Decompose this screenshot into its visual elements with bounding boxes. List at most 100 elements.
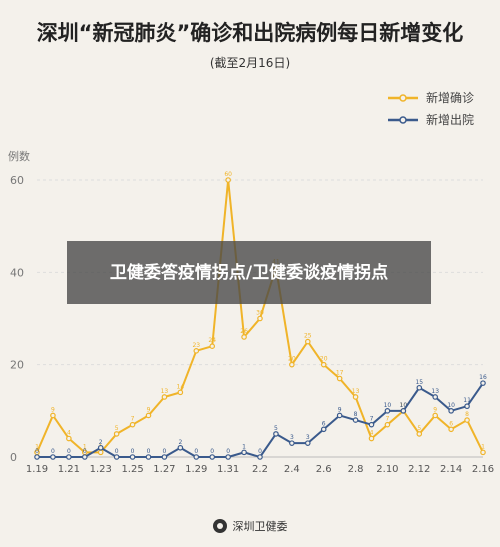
- x-tick-label: 1.27: [153, 464, 175, 475]
- series-group: 1941157913142324602630412025201713471059…: [34, 171, 487, 460]
- data-point: [464, 417, 470, 423]
- data-label: 0: [163, 448, 167, 455]
- data-point: [66, 435, 72, 442]
- data-point: [448, 408, 454, 414]
- data-label: 20: [288, 356, 296, 363]
- data-point: [161, 454, 168, 460]
- data-label: 13: [161, 388, 169, 395]
- data-point: [416, 431, 423, 437]
- data-label: 0: [258, 448, 262, 455]
- x-tick-label: 2.8: [348, 464, 364, 475]
- data-label: 14: [177, 383, 185, 390]
- x-tick-label: 1.23: [90, 464, 112, 475]
- data-point: [273, 431, 279, 437]
- x-tick-label: 2.2: [252, 464, 268, 475]
- data-label: 8: [354, 411, 358, 418]
- data-label: 13: [352, 388, 360, 395]
- data-point: [50, 454, 56, 460]
- x-tick-label: 1.25: [121, 464, 143, 475]
- data-point: [257, 454, 263, 460]
- data-label: 4: [370, 430, 374, 437]
- data-label: 3: [306, 434, 310, 441]
- data-label: 23: [192, 342, 200, 349]
- data-point: [289, 440, 295, 446]
- data-label: 13: [431, 388, 439, 395]
- source-footer: 深圳卫健委: [0, 516, 500, 536]
- data-label: 6: [322, 420, 326, 427]
- data-label: 25: [304, 333, 312, 340]
- data-label: 10: [400, 402, 408, 409]
- data-label: 9: [147, 406, 151, 413]
- data-point: [368, 435, 375, 442]
- data-point: [193, 348, 200, 354]
- data-label: 0: [51, 448, 55, 455]
- y-axis-label: 例数: [8, 149, 30, 163]
- chart-subtitle: (截至2月16日): [210, 56, 290, 70]
- data-label: 1: [83, 443, 87, 450]
- x-tick-label: 2.16: [472, 464, 494, 475]
- data-point: [81, 454, 88, 460]
- data-point: [464, 403, 470, 410]
- data-point: [113, 431, 120, 437]
- y-tick-label: 40: [10, 266, 24, 279]
- data-label: 0: [226, 448, 230, 455]
- data-label: 9: [338, 406, 342, 413]
- data-point: [129, 421, 136, 428]
- x-tick-label: 2.10: [376, 464, 398, 475]
- data-label: 9: [51, 406, 55, 413]
- data-point: [416, 384, 423, 391]
- data-point: [161, 394, 168, 400]
- data-point: [352, 417, 359, 423]
- data-label: 11: [463, 397, 471, 404]
- data-point: [400, 408, 407, 414]
- data-point: [193, 454, 200, 460]
- data-point: [209, 343, 216, 350]
- data-point: [177, 444, 184, 451]
- data-label: 7: [131, 416, 135, 423]
- data-point: [304, 440, 311, 446]
- source-label: 深圳卫健委: [232, 520, 288, 533]
- data-point: [225, 454, 231, 460]
- data-label: 3: [290, 434, 294, 441]
- data-point: [336, 412, 343, 419]
- data-point: [320, 426, 327, 433]
- data-label: 16: [479, 374, 487, 381]
- x-tick-label: 2.14: [440, 464, 462, 475]
- legend-label: 新增确诊: [426, 90, 474, 105]
- data-point: [257, 315, 263, 322]
- data-point: [432, 412, 439, 419]
- data-point: [241, 449, 247, 456]
- data-label: 7: [386, 416, 390, 423]
- y-tick-label: 60: [10, 174, 24, 187]
- data-label: 5: [417, 425, 421, 432]
- data-label: 2: [99, 439, 103, 446]
- data-point: [289, 361, 295, 368]
- y-tick-label: 0: [10, 451, 17, 464]
- x-tick-label: 1.31: [217, 464, 239, 475]
- y-tick-label: 20: [10, 359, 24, 372]
- data-label: 0: [67, 448, 71, 455]
- data-label: 0: [210, 448, 214, 455]
- data-label: 17: [336, 370, 344, 377]
- data-label: 15: [415, 379, 423, 386]
- data-point: [209, 454, 216, 460]
- data-label: 1: [481, 443, 485, 450]
- data-label: 9: [433, 406, 437, 413]
- data-point: [34, 454, 40, 460]
- data-point: [97, 449, 104, 456]
- data-point: [145, 454, 152, 460]
- data-point: [304, 338, 311, 345]
- data-label: 0: [194, 448, 198, 455]
- legend-swatch-marker: [399, 116, 407, 124]
- series-line-2: [37, 382, 484, 458]
- data-label: 1: [35, 443, 39, 450]
- data-point: [336, 375, 343, 382]
- data-label: 0: [83, 448, 87, 455]
- data-label: 10: [400, 402, 408, 409]
- data-label: 5: [274, 425, 278, 432]
- data-label: 7: [370, 416, 374, 423]
- agency-logo-icon: [212, 519, 227, 533]
- data-label: 60: [224, 171, 232, 178]
